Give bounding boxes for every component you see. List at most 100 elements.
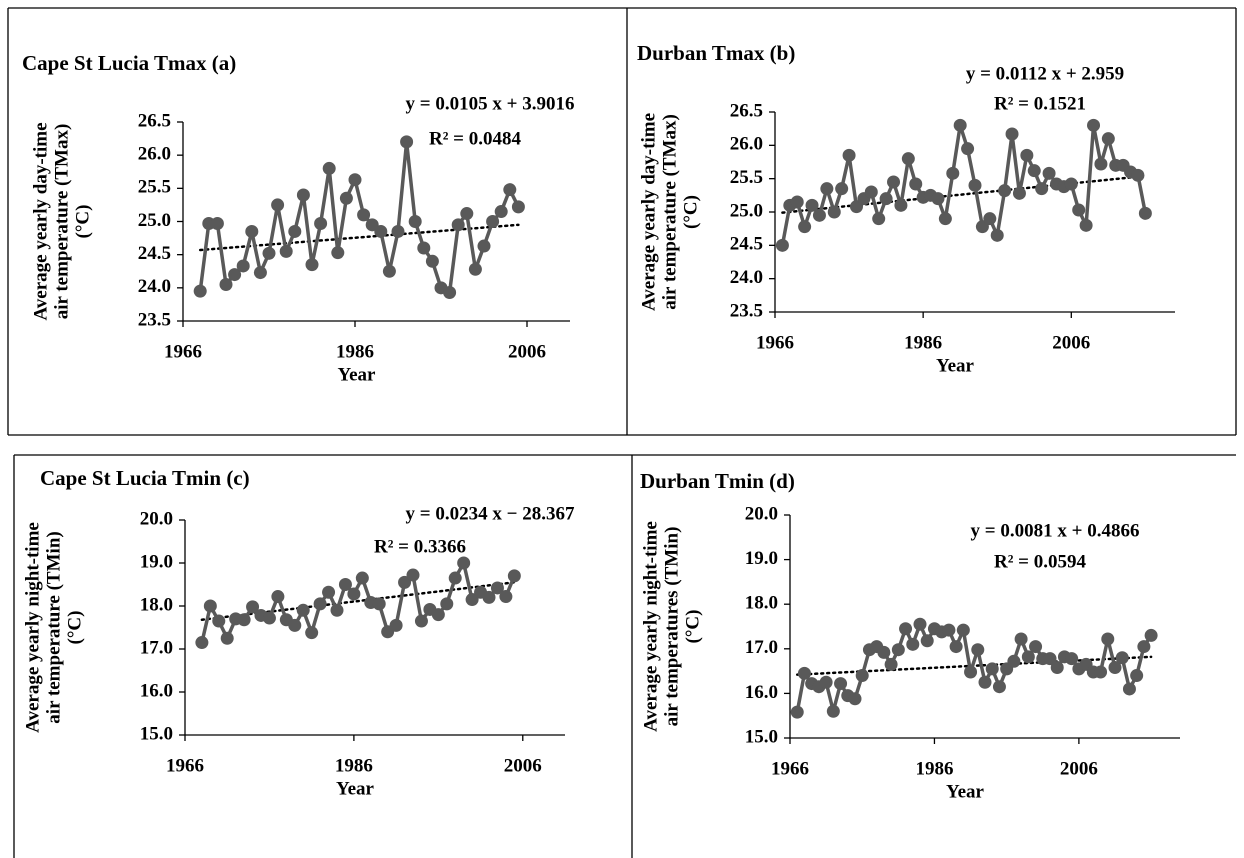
equation-label: R² = 0.3366	[374, 536, 466, 557]
data-point	[998, 184, 1012, 198]
data-point	[938, 212, 952, 226]
data-point	[503, 183, 517, 197]
data-point	[288, 618, 302, 632]
data-point	[374, 224, 388, 238]
y-tick-label: 15.0	[745, 726, 778, 747]
data-point	[971, 643, 985, 657]
x-tick-label: 1986	[336, 341, 374, 362]
y-tick-label: 16.0	[745, 682, 778, 703]
data-point	[953, 118, 967, 132]
y-tick-label: 26.0	[138, 144, 171, 165]
data-point	[1130, 669, 1144, 683]
equation-label: y = 0.0234 x − 28.367	[406, 503, 575, 524]
x-tick-label: 1986	[915, 758, 953, 779]
data-point	[820, 182, 834, 196]
data-point	[490, 581, 504, 595]
data-point	[271, 198, 285, 212]
data-point	[812, 208, 826, 222]
y-axis-label: air temperature (TMin)	[43, 531, 64, 723]
data-point	[414, 614, 428, 628]
data-point	[775, 238, 789, 252]
data-point	[848, 692, 862, 706]
data-point	[443, 285, 457, 299]
y-axis-label: (°C)	[72, 205, 93, 239]
data-point	[1021, 650, 1035, 664]
equation-label: y = 0.0112 x + 2.959	[966, 63, 1124, 84]
data-point	[884, 657, 898, 671]
data-point	[1029, 640, 1043, 654]
data-point	[978, 675, 992, 689]
x-tick-label: 2006	[1060, 758, 1098, 779]
data-point	[1087, 118, 1101, 132]
data-point	[417, 241, 431, 255]
data-point	[1122, 682, 1136, 696]
y-tick-label: 17.0	[140, 637, 173, 658]
data-point	[887, 175, 901, 189]
x-tick-label: 1966	[771, 758, 809, 779]
data-point	[448, 571, 462, 585]
data-point	[406, 568, 420, 582]
data-point	[440, 597, 454, 611]
data-point	[790, 195, 804, 209]
y-tick-label: 23.5	[730, 300, 763, 321]
data-point	[906, 637, 920, 651]
y-tick-label: 19.0	[745, 548, 778, 569]
data-point	[203, 599, 217, 613]
data-point	[271, 590, 285, 604]
chart-panel: Durban Tmin (d) Average yearly night-time…	[640, 469, 1180, 802]
data-point	[819, 675, 833, 689]
x-tick-label: 2006	[508, 341, 546, 362]
data-point	[425, 254, 439, 268]
data-point	[1144, 628, 1158, 642]
data-point	[237, 613, 251, 627]
data-point	[891, 643, 905, 657]
y-axis-label: Average yearly day-time	[30, 122, 51, 320]
data-point	[279, 244, 293, 258]
y-axis-label: air temperatures (TMin)	[661, 527, 682, 727]
data-point	[288, 224, 302, 238]
data-point	[968, 178, 982, 192]
y-tick-label: 20.0	[140, 508, 173, 529]
data-point	[253, 266, 267, 280]
data-point	[949, 640, 963, 654]
data-point	[855, 669, 869, 683]
data-point	[477, 239, 491, 253]
data-point	[798, 220, 812, 234]
data-point	[1072, 203, 1086, 217]
data-point	[338, 578, 352, 591]
equation-label: y = 0.0105 x + 3.9016	[406, 93, 575, 114]
data-point	[355, 571, 369, 585]
y-tick-label: 15.0	[140, 723, 173, 744]
data-point	[790, 705, 804, 719]
data-point	[946, 166, 960, 180]
data-point	[805, 198, 819, 212]
data-point	[210, 216, 224, 230]
data-point	[983, 212, 997, 226]
y-axis-label: Average yearly day-time	[638, 113, 659, 311]
data-point	[1005, 127, 1019, 141]
data-point	[826, 704, 840, 718]
y-tick-label: 24.0	[730, 267, 763, 288]
data-point	[1094, 157, 1108, 171]
data-point	[347, 587, 361, 601]
data-point	[909, 177, 923, 191]
y-tick-label: 25.5	[138, 177, 171, 198]
y-axis-label: air temperature (TMax)	[659, 114, 680, 310]
data-point	[468, 262, 482, 276]
chart-title: Cape St Lucia Tmin (c)	[40, 466, 250, 490]
data-point	[322, 161, 336, 175]
y-tick-label: 26.0	[730, 134, 763, 155]
data-point	[460, 207, 474, 221]
data-point	[1027, 164, 1041, 178]
data-point	[913, 617, 927, 631]
data-point	[835, 182, 849, 196]
chart-title: Cape St Lucia Tmax (a)	[22, 51, 236, 75]
data-point	[864, 185, 878, 199]
y-tick-label: 25.5	[730, 167, 763, 188]
data-point	[961, 142, 975, 156]
data-point	[1094, 665, 1108, 679]
data-point	[408, 215, 422, 228]
data-point	[499, 590, 513, 604]
data-point	[920, 634, 934, 648]
data-point	[296, 188, 310, 202]
